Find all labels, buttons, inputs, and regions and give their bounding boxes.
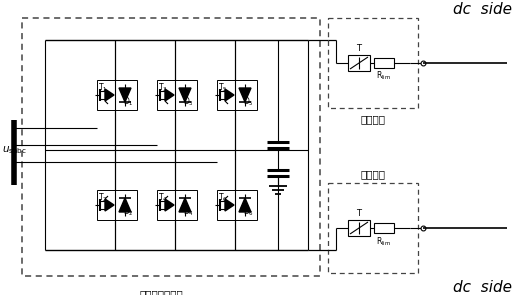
- Text: D$_5$: D$_5$: [243, 96, 254, 108]
- Text: T$_5$: T$_5$: [218, 82, 227, 94]
- Text: D$_2$: D$_2$: [123, 206, 134, 218]
- Bar: [348, 220, 370, 236]
- Polygon shape: [165, 89, 174, 101]
- Text: $u_\mathrm{sabc}$: $u_\mathrm{sabc}$: [2, 144, 27, 156]
- Polygon shape: [179, 88, 191, 102]
- Text: T: T: [357, 44, 361, 53]
- Polygon shape: [165, 199, 174, 211]
- Text: dc  side: dc side: [453, 2, 512, 17]
- Text: R$_\mathregular{lim}$: R$_\mathregular{lim}$: [376, 70, 391, 83]
- Polygon shape: [119, 88, 131, 102]
- Text: D$_4$: D$_4$: [183, 206, 194, 218]
- Text: T$_2$: T$_2$: [98, 192, 108, 204]
- Text: dc  side: dc side: [453, 279, 512, 294]
- Polygon shape: [105, 199, 114, 211]
- Bar: [157, 190, 197, 220]
- Bar: [328, 183, 418, 273]
- Bar: [22, 18, 320, 276]
- Polygon shape: [239, 198, 251, 212]
- Text: 限流模块: 限流模块: [360, 169, 386, 179]
- Text: T: T: [357, 209, 361, 218]
- Text: D$_6$: D$_6$: [243, 206, 254, 218]
- Text: D$_1$: D$_1$: [123, 96, 134, 108]
- Bar: [97, 190, 137, 220]
- Bar: [217, 80, 257, 110]
- Bar: [97, 80, 137, 110]
- Bar: [374, 223, 394, 233]
- Bar: [157, 80, 197, 110]
- Text: 电压源型换流器: 电压源型换流器: [139, 289, 183, 295]
- Text: 限流模块: 限流模块: [360, 114, 386, 124]
- Polygon shape: [105, 89, 114, 101]
- Text: R$_\mathregular{lim}$: R$_\mathregular{lim}$: [376, 235, 391, 248]
- Text: T$_4$: T$_4$: [158, 192, 168, 204]
- Text: T$_3$: T$_3$: [158, 82, 168, 94]
- Polygon shape: [225, 199, 234, 211]
- Polygon shape: [179, 198, 191, 212]
- Text: T$_6$: T$_6$: [218, 192, 228, 204]
- Text: D$_3$: D$_3$: [183, 96, 194, 108]
- Polygon shape: [119, 198, 131, 212]
- Bar: [374, 58, 394, 68]
- Bar: [348, 55, 370, 71]
- Polygon shape: [225, 89, 234, 101]
- Text: T$_1$: T$_1$: [98, 82, 108, 94]
- Polygon shape: [239, 88, 251, 102]
- Bar: [328, 18, 418, 108]
- Bar: [217, 190, 257, 220]
